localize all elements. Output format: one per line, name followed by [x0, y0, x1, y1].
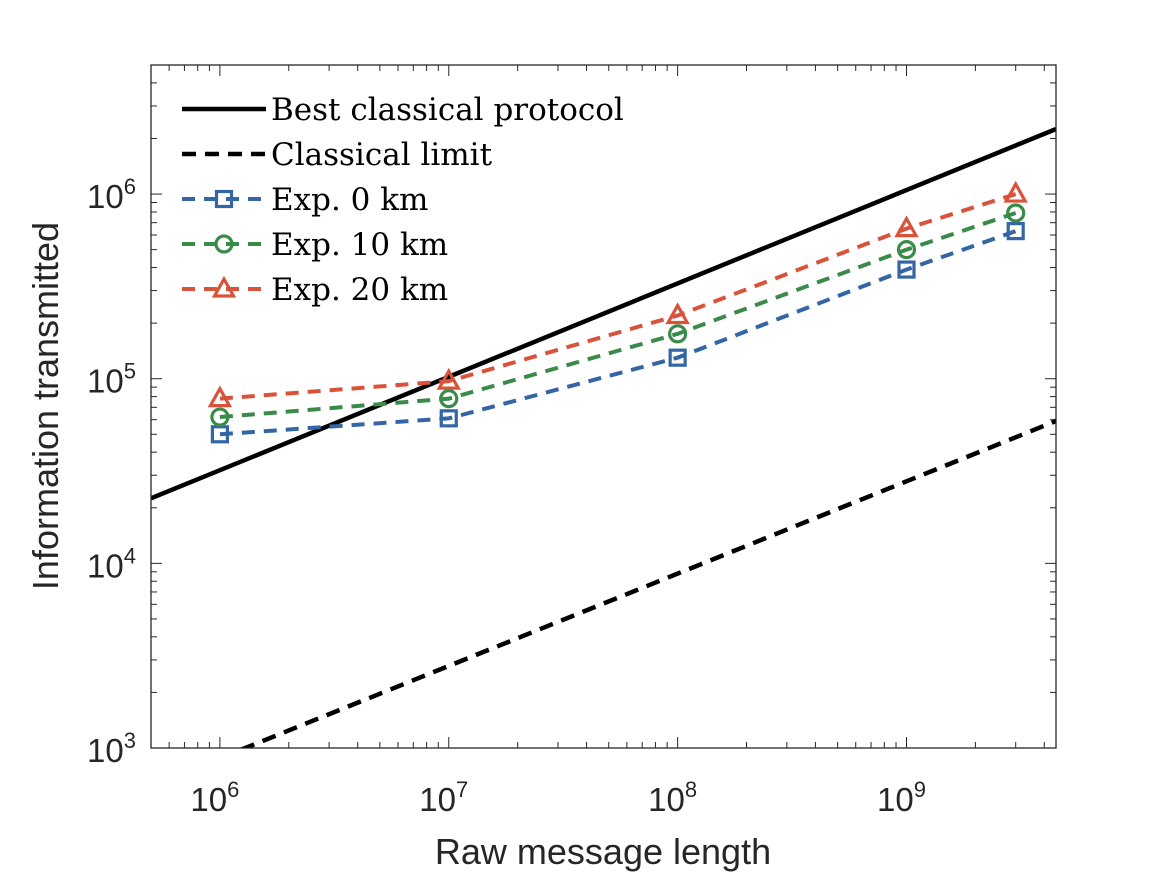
x-tick-label: 106 — [190, 777, 239, 818]
x-tick-label: 107 — [419, 777, 468, 818]
data-point — [1003, 180, 1028, 203]
y-tick-label: 104 — [87, 543, 136, 584]
data-point — [665, 302, 690, 325]
legend-swatch-marker — [211, 275, 237, 298]
legend: Best classical protocol Classical limit Ex… — [182, 92, 624, 308]
legend-label: Classical limit — [271, 137, 493, 173]
legend-label: Exp. 10 km — [271, 227, 448, 263]
data-point — [894, 215, 919, 238]
series-line — [151, 126, 1056, 501]
data-point — [210, 425, 229, 444]
y-tick-label: 103 — [87, 728, 136, 769]
series-line — [239, 418, 1056, 748]
data-point — [207, 385, 233, 408]
x-axis-label: Raw message length — [435, 831, 771, 872]
data-point — [210, 407, 230, 427]
plot-background — [151, 65, 1056, 748]
data-point — [1006, 222, 1025, 241]
data-point — [896, 240, 917, 260]
plot-frame — [150, 64, 1057, 749]
series-best-classical-protocol — [151, 126, 1056, 501]
legend-label: Exp. 0 km — [271, 182, 428, 218]
data-point — [436, 367, 461, 390]
legend-entry: Best classical protocol — [182, 92, 624, 128]
legend-label: Exp. 20 km — [271, 272, 448, 308]
series-classical-limit — [239, 418, 1056, 748]
legend-entry: Exp. 0 km — [182, 182, 428, 218]
series-line — [219, 192, 1017, 401]
series-line — [219, 229, 1017, 437]
legend-entry: Exp. 20 km — [182, 272, 448, 308]
data-point — [439, 389, 459, 409]
minor-ticks — [150, 64, 1056, 748]
y-axis-label: Information transmitted — [25, 222, 66, 590]
y-tick-label: 105 — [87, 359, 136, 400]
data-point — [897, 260, 916, 279]
legend-entry: Classical limit — [182, 137, 493, 173]
series-layer — [151, 126, 1056, 748]
data-point — [1006, 203, 1026, 223]
data-point — [668, 324, 688, 344]
data-point — [668, 348, 687, 367]
y-tick-labels: 103 104 105 106 — [87, 174, 136, 769]
series-exp-20-km — [207, 180, 1028, 408]
x-tick-labels: 106 107 108 109 — [190, 777, 926, 818]
series-exp-10-km — [210, 203, 1026, 427]
legend-label: Best classical protocol — [271, 92, 624, 128]
series-line — [219, 211, 1017, 420]
series-exp-0-km — [210, 222, 1025, 444]
x-tick-label: 108 — [648, 777, 697, 818]
y-tick-label: 106 — [87, 174, 136, 215]
x-tick-label: 109 — [877, 777, 926, 818]
legend-swatch-marker — [214, 234, 234, 254]
legend-swatch-marker — [214, 189, 234, 209]
legend-entry: Exp. 10 km — [182, 227, 448, 263]
data-point — [439, 409, 458, 428]
